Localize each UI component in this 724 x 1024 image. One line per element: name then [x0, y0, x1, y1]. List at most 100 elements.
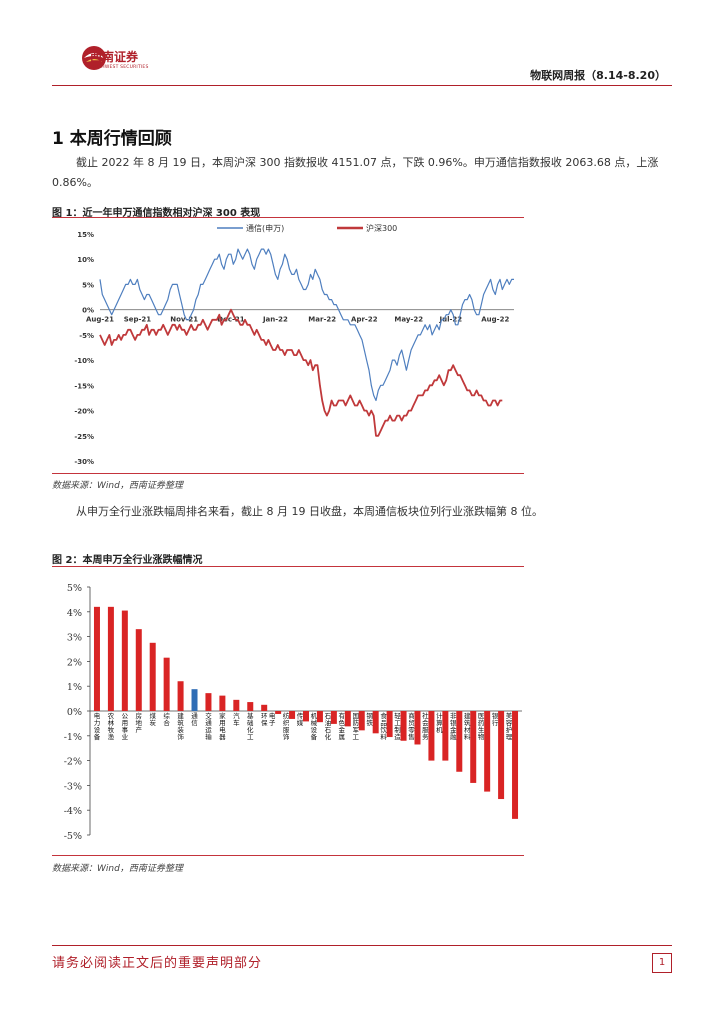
figure-1-source: 数据来源：Wind，西南证券整理	[52, 481, 183, 491]
x-tick-label: Aug-21	[86, 316, 114, 324]
paragraph-industry-rank: 从申万全行业涨跌幅周排名来看，截止 8 月 19 日收盘，本周通信板块位列行业涨…	[76, 505, 543, 518]
bar-环保	[261, 704, 268, 711]
x-tick-label: Jul-22	[439, 316, 463, 324]
bar-电子	[275, 711, 282, 714]
figure-2-bar-chart: 5% 4% 3% 2% 1% 0% -1% -2% -3% -4% -5% 电力设备 农林牧渔 公用事业房…	[52, 570, 524, 848]
header-divider	[52, 85, 672, 87]
category-label: 计算机	[436, 711, 443, 734]
brand-subtitle: SOUTHWEST SECURITIES	[88, 65, 149, 70]
x-tick-label: Sep-21	[124, 316, 152, 324]
category-label: 环保	[261, 712, 268, 727]
category-label: 国防军工	[352, 712, 359, 741]
y-tick-label: -5%	[64, 831, 82, 842]
y-tick-label: 2%	[67, 657, 82, 668]
series-line-hs300	[99, 308, 503, 437]
y-tick-label: -3%	[64, 781, 82, 792]
bar-农林牧渔	[107, 606, 114, 711]
category-label: 银行	[492, 711, 499, 727]
x-tick-label: May-22	[394, 316, 423, 324]
figure-1-top-rule	[52, 217, 524, 218]
category-label: 商贸零售	[408, 711, 415, 741]
figure-2-title: 图 2：本周申万全行业涨跌幅情况	[52, 555, 203, 566]
category-label: 汽车	[233, 711, 240, 727]
bar-轻工制造	[400, 711, 407, 741]
bar-建筑装饰	[177, 681, 184, 711]
footer-divider	[52, 945, 672, 947]
figure-2-source: 数据来源：Wind，西南证券整理	[52, 864, 183, 874]
bar-综合	[163, 657, 170, 711]
y-tick-label: -15%	[74, 382, 94, 390]
bar-电力设备	[93, 606, 100, 711]
category-label: 轻工制造	[394, 711, 401, 741]
figure-1-line-chart: 15% 10% 5% 0% -5% -10% -15% -20% -25% -30% Aug-21 S…	[52, 219, 524, 471]
figure-2-bottom-rule	[52, 855, 524, 856]
y-tick-label: 3%	[67, 633, 82, 644]
section-title: 1 本周行情回顾	[52, 129, 172, 149]
category-label: 建筑装饰	[177, 711, 184, 741]
page-number: 1	[652, 953, 672, 973]
y-tick-label: -2%	[64, 757, 82, 768]
category-label: 传媒	[297, 711, 304, 727]
y-tick-label: 15%	[77, 231, 94, 239]
bar-汽车	[233, 699, 240, 711]
y-tick-label: 5%	[82, 281, 94, 289]
category-label: 电子	[269, 711, 276, 727]
category-label: 电力设备	[94, 711, 101, 741]
bar-非银金融	[456, 711, 463, 772]
bar-基础化工	[247, 702, 254, 711]
report-title: 物联网周报（8.14-8.20）	[530, 69, 666, 82]
bar-有色金属	[344, 711, 351, 727]
y-tick-label: -4%	[64, 806, 82, 817]
bar-交通运输	[205, 693, 212, 711]
legend-label: 通信(申万)	[246, 223, 284, 233]
category-label: 钢铁	[366, 712, 373, 727]
paragraph-market-review: 截止 2022 年 8 月 19 日，本周沪深 300 指数报收 4151.07…	[52, 156, 659, 189]
x-tick-label: Aug-22	[481, 316, 509, 324]
brand-logo	[82, 46, 106, 70]
bar-钢铁	[372, 711, 379, 734]
category-label: 公用事业	[122, 712, 129, 741]
x-tick-label: Apr-22	[351, 316, 378, 324]
y-tick-label: -1%	[64, 732, 82, 743]
figure-2-top-rule	[52, 566, 524, 567]
bar-石油石化	[330, 711, 337, 724]
bar-传媒	[303, 711, 309, 722]
category-label: 农林牧渔	[108, 711, 115, 741]
category-label: 有色金属	[339, 711, 346, 741]
category-label: 社会服务	[422, 711, 429, 741]
y-tick-label: -5%	[79, 332, 94, 340]
category-label: 食品饮料	[380, 711, 387, 741]
footer-disclaimer: 请务必阅读正文后的重要声明部分	[52, 956, 263, 971]
y-tick-label: 0%	[82, 307, 94, 315]
bar-公用事业	[121, 610, 128, 711]
figure-1-title: 图 1：近一年申万通信指数相对沪深 300 表现	[52, 208, 261, 219]
y-tick-label: 10%	[77, 256, 94, 264]
category-label: 通信	[191, 711, 198, 727]
category-label: 医药生物	[478, 712, 485, 741]
y-tick-label: -20%	[74, 408, 94, 416]
bar-社会服务	[428, 711, 435, 761]
category-label: 家用电器	[219, 711, 226, 741]
category-label: 交通运输	[205, 711, 212, 741]
y-tick-label: 4%	[67, 608, 82, 619]
x-tick-label: Jan-22	[262, 316, 288, 324]
category-label: 石油石化	[325, 712, 332, 741]
bar-食品饮料	[386, 711, 393, 738]
bar-银行	[498, 711, 505, 800]
category-label: 美容护理	[506, 711, 513, 741]
bar-商贸零售	[414, 711, 421, 745]
category-label: 非银金融	[450, 711, 457, 741]
bar-通信	[191, 689, 198, 711]
series-line-telecom	[99, 248, 514, 402]
y-tick-label: 5%	[67, 583, 82, 594]
y-tick-label: -30%	[74, 458, 94, 466]
bar-煤炭	[149, 642, 156, 711]
category-label: 机械设备	[311, 711, 318, 741]
category-label: 煤炭	[149, 711, 156, 727]
y-tick-label: -25%	[74, 433, 94, 441]
bar-计算机	[442, 711, 449, 761]
bar-房地产	[135, 629, 142, 711]
bar-纺织服饰	[289, 711, 296, 719]
bar-建筑材料	[470, 711, 477, 783]
bar-家用电器	[219, 695, 226, 711]
